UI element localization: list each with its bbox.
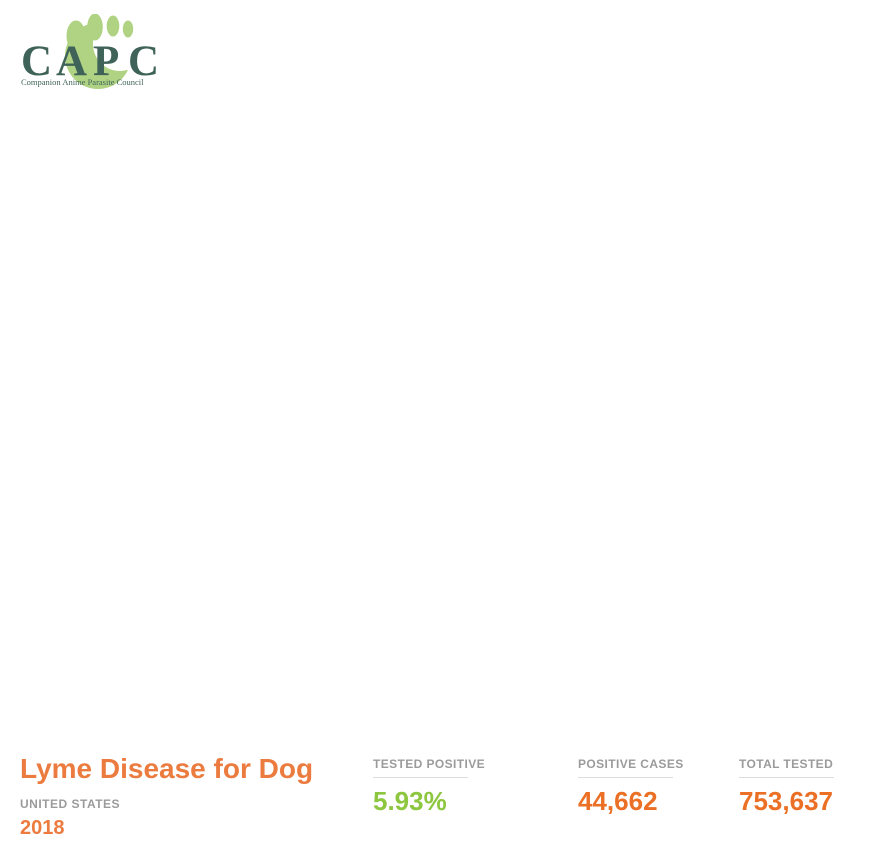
svg-text:Companion Anime Parasite Counc: Companion Anime Parasite Council: [21, 77, 144, 87]
